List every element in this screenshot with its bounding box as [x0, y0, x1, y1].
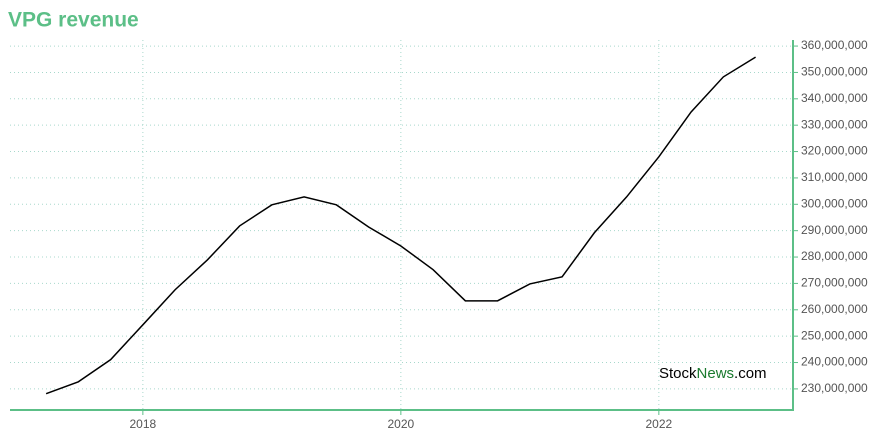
- line-series: [45, 56, 756, 395]
- y-tick-label: 240,000,000: [801, 355, 868, 369]
- y-tick-label: 350,000,000: [801, 65, 868, 79]
- watermark-part: News: [697, 365, 735, 382]
- y-tick-label: 230,000,000: [801, 381, 868, 395]
- y-tick-label: 290,000,000: [801, 223, 868, 237]
- y-tick-label: 300,000,000: [801, 196, 868, 210]
- y-tick-label: 250,000,000: [801, 328, 868, 342]
- chart-title: VPG revenue: [8, 9, 139, 32]
- y-tick-label: 320,000,000: [801, 144, 868, 158]
- y-tick-label: 280,000,000: [801, 249, 868, 263]
- y-tick-label: 270,000,000: [801, 276, 868, 290]
- x-tick-label: 2020: [388, 417, 415, 431]
- y-tick-label: 360,000,000: [801, 38, 868, 52]
- y-tick-label: 260,000,000: [801, 302, 868, 316]
- watermark: StockNews.com: [659, 365, 767, 382]
- x-tick-label: 2022: [645, 417, 672, 431]
- x-tick-label: 2018: [130, 417, 157, 431]
- watermark-part: Stock: [659, 365, 697, 382]
- y-tick-label: 330,000,000: [801, 117, 868, 131]
- y-tick-label: 310,000,000: [801, 170, 868, 184]
- y-tick-label: 340,000,000: [801, 91, 868, 105]
- watermark-part: .com: [734, 365, 767, 382]
